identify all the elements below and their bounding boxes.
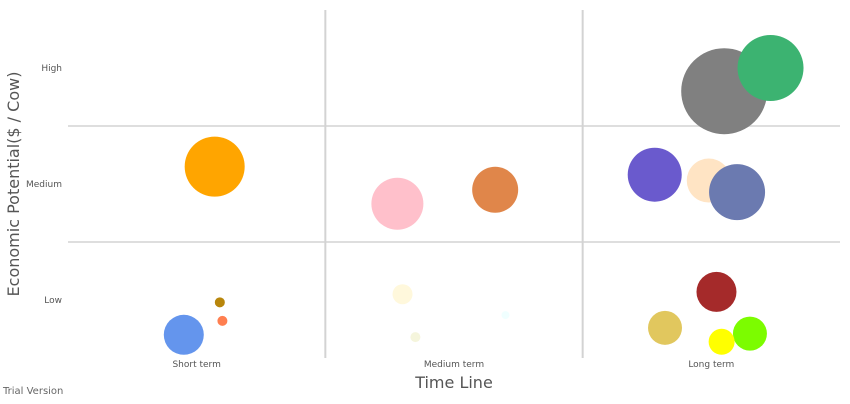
bubble-9[interactable] [501,311,510,320]
bubble-1[interactable] [184,136,245,197]
bubble-2[interactable] [214,297,225,308]
bubbles [163,35,804,355]
bubble-14[interactable] [709,164,766,221]
x-axis-title: Time Line [414,373,493,392]
x-tick-label-2: Medium term [424,360,484,370]
bubble-17[interactable] [732,316,767,351]
bubble-5[interactable] [371,177,424,230]
bubble-15[interactable] [696,271,737,312]
tick-labels: Short term Medium term Long term Low Medium H… [26,64,734,370]
bubble-11[interactable] [737,35,804,101]
y-axis-title: Economic Potential($ / Cow) [4,72,23,297]
y-tick-label-1: Low [44,296,62,306]
bubble-12[interactable] [627,147,682,202]
y-tick-label-2: Medium [26,180,62,190]
x-tick-label-3: Long term [688,360,734,370]
bubble-4[interactable] [163,314,204,355]
trial-watermark: Trial Version [3,386,64,397]
bubble-7[interactable] [392,284,413,305]
x-tick-label-1: Short term [172,360,220,370]
bubble-3[interactable] [217,315,228,326]
y-tick-label-3: High [41,64,62,74]
bubble-18[interactable] [708,328,735,355]
bubble-8[interactable] [410,332,421,343]
bubble-16[interactable] [648,310,683,345]
bubble-6[interactable] [472,166,519,213]
